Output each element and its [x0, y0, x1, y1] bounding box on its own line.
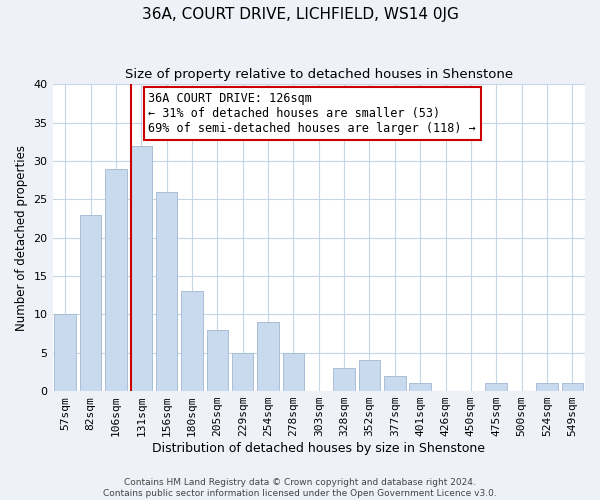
Bar: [206, 330, 228, 391]
Bar: [384, 376, 406, 391]
Bar: [156, 192, 178, 391]
Bar: [105, 169, 127, 391]
Bar: [562, 384, 583, 391]
Bar: [359, 360, 380, 391]
Bar: [283, 353, 304, 391]
Y-axis label: Number of detached properties: Number of detached properties: [15, 145, 28, 331]
Bar: [334, 368, 355, 391]
Text: 36A, COURT DRIVE, LICHFIELD, WS14 0JG: 36A, COURT DRIVE, LICHFIELD, WS14 0JG: [142, 8, 458, 22]
Bar: [485, 384, 507, 391]
Bar: [232, 353, 253, 391]
Bar: [181, 292, 203, 391]
X-axis label: Distribution of detached houses by size in Shenstone: Distribution of detached houses by size …: [152, 442, 485, 455]
Bar: [131, 146, 152, 391]
Bar: [536, 384, 558, 391]
Text: Contains HM Land Registry data © Crown copyright and database right 2024.
Contai: Contains HM Land Registry data © Crown c…: [103, 478, 497, 498]
Bar: [257, 322, 279, 391]
Bar: [409, 384, 431, 391]
Bar: [80, 215, 101, 391]
Text: 36A COURT DRIVE: 126sqm
← 31% of detached houses are smaller (53)
69% of semi-de: 36A COURT DRIVE: 126sqm ← 31% of detache…: [148, 92, 476, 135]
Title: Size of property relative to detached houses in Shenstone: Size of property relative to detached ho…: [125, 68, 513, 80]
Bar: [55, 314, 76, 391]
